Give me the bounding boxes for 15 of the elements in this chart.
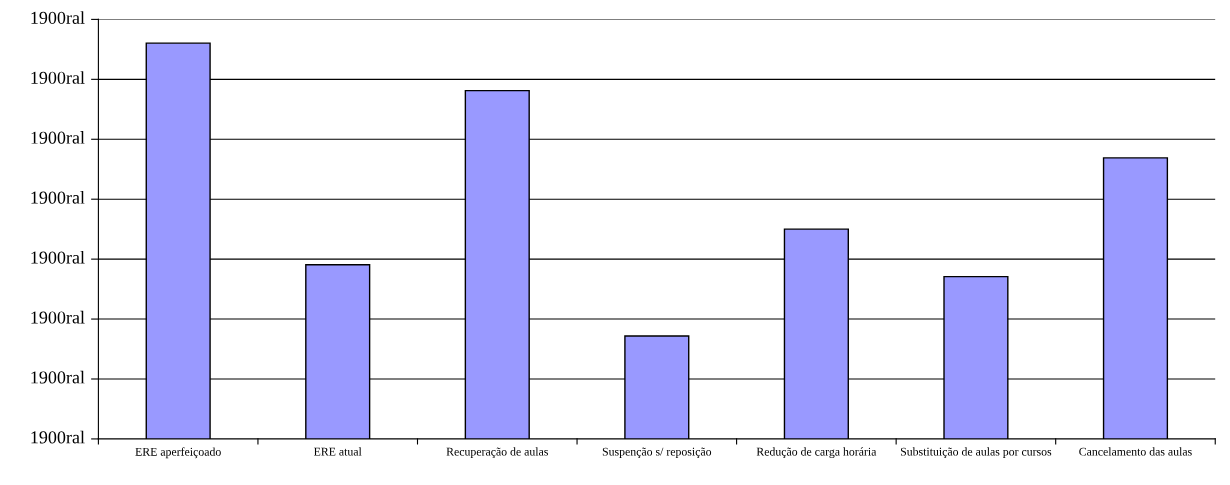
- text: 1900ral: [31, 131, 85, 144]
- x-tick-label: Suspenção s/ reposição: [602, 447, 712, 459]
- text: 1900ral: [31, 370, 85, 384]
- text: 1900ral: [31, 191, 85, 204]
- text: 1900ral: [31, 430, 85, 444]
- x-tick-label: Redução de carga horária: [756, 447, 877, 459]
- text: 1900ral: [31, 250, 85, 264]
- text: 1900ral: [31, 310, 85, 324]
- x-tick-label: Substituição de aulas por cursos: [900, 447, 1052, 459]
- x-tick-label: ERE atual: [313, 447, 362, 456]
- x-tick-label: Cancelamento das aulas: [1079, 447, 1192, 456]
- x-tick-label: ERE aperfeiçoado: [135, 447, 221, 459]
- x-tick-label: Recuperação de aulas: [446, 447, 548, 459]
- text: 1900ral: [31, 71, 85, 84]
- text: 1900ral: [31, 11, 85, 24]
